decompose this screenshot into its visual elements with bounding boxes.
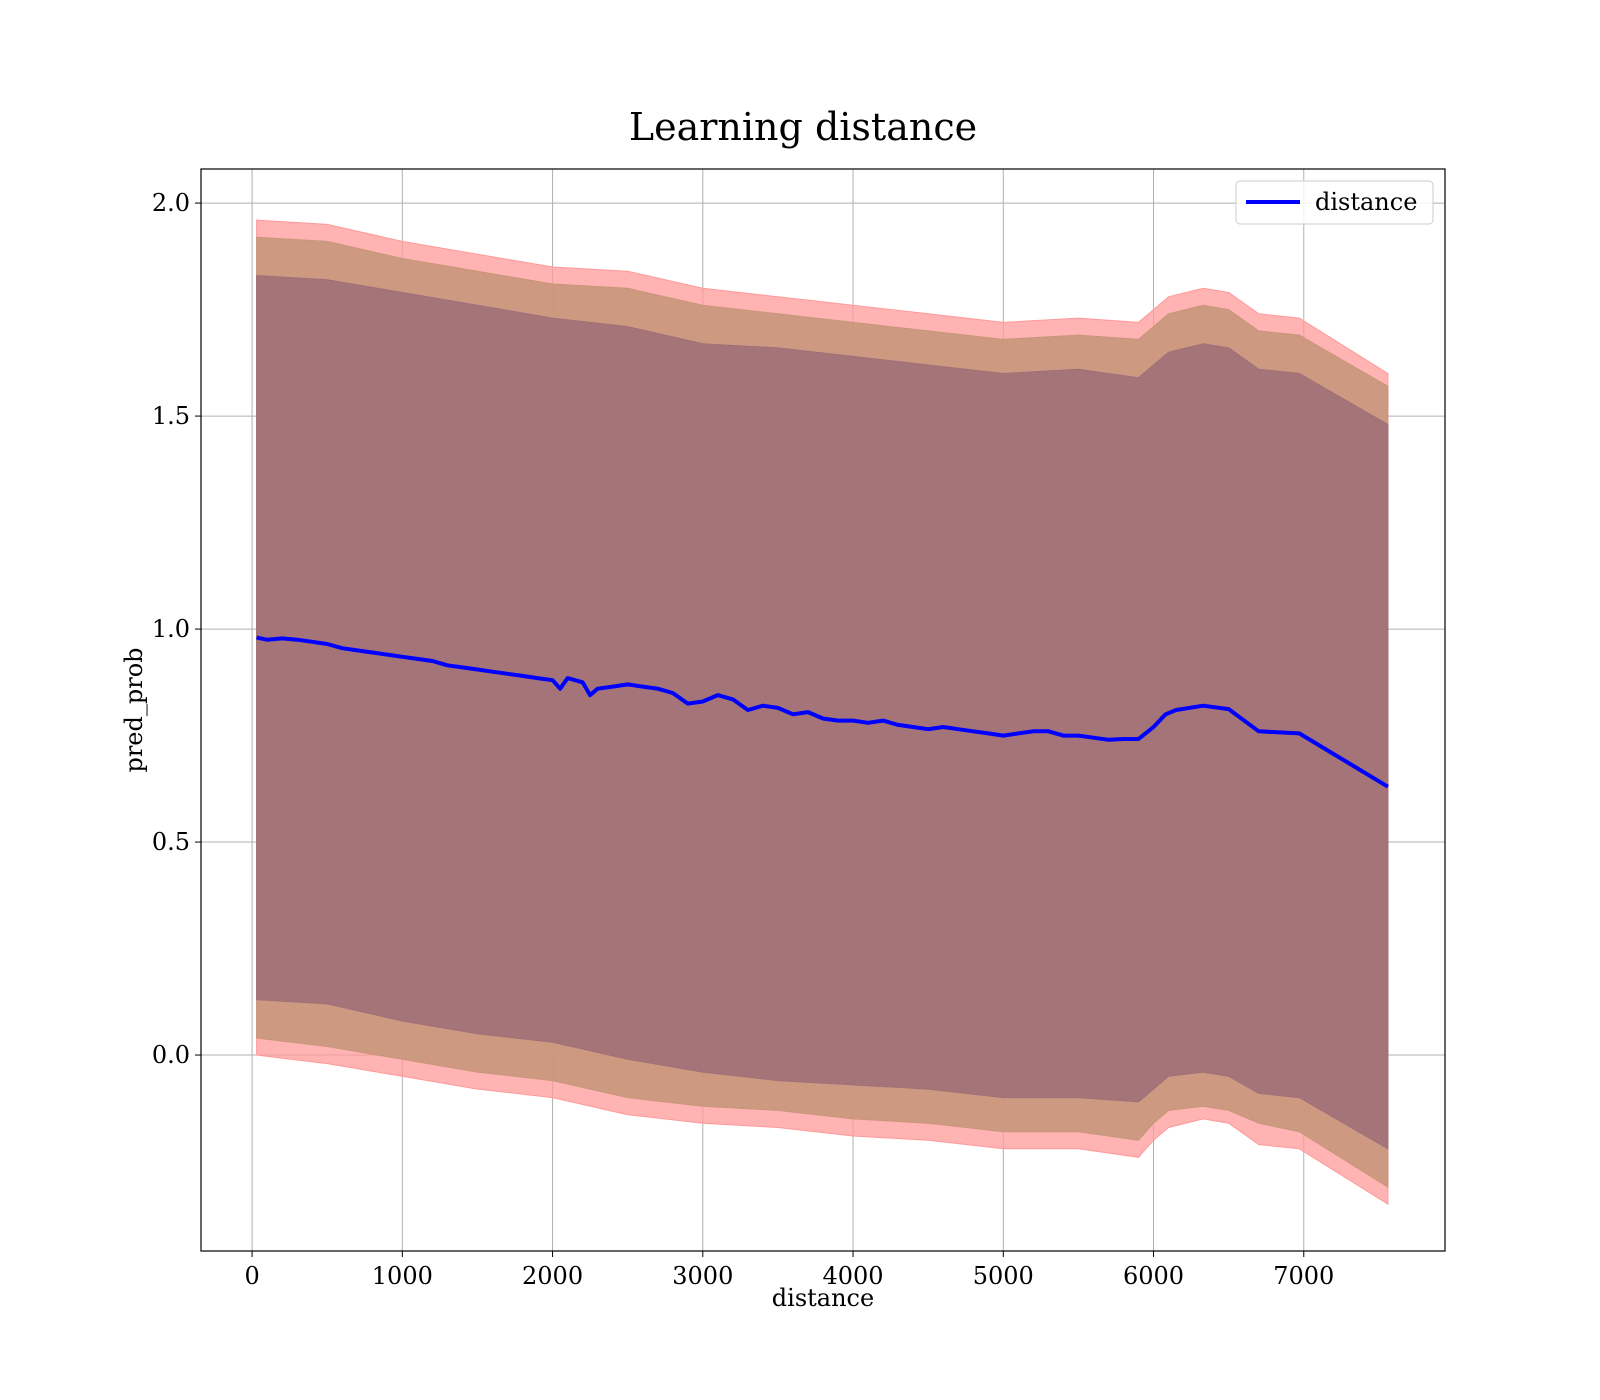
x-tick-label: 5000 <box>973 1262 1034 1290</box>
y-axis-ticks: 0.0 0.5 1.0 1.5 2.0 <box>152 189 201 1069</box>
confidence-bands <box>256 219 1389 1206</box>
y-axis-label: pred_prob <box>120 647 148 772</box>
series-line-distance <box>256 635 1389 789</box>
series-lines <box>256 635 1389 789</box>
x-tick-label: 7000 <box>1273 1262 1334 1290</box>
y-tick-label: 2.0 <box>152 189 190 217</box>
chart-title: Learning distance <box>629 105 977 149</box>
band-inner <box>256 274 1389 1150</box>
x-tick-label: 4000 <box>823 1262 884 1290</box>
legend-label: distance <box>1315 188 1417 216</box>
x-axis-ticks: 0 1000 2000 3000 4000 5000 6000 7000 <box>244 1251 1334 1290</box>
y-tick-label: 0.0 <box>152 1041 190 1069</box>
x-tick-label: 6000 <box>1123 1262 1184 1290</box>
legend-box <box>1235 180 1434 225</box>
legend: distance <box>1235 180 1434 225</box>
x-axis-label: distance <box>772 1284 874 1312</box>
y-tick-label: 1.5 <box>152 402 190 430</box>
x-tick-label: 0 <box>244 1262 259 1290</box>
y-tick-label: 1.0 <box>152 615 190 643</box>
x-tick-label: 2000 <box>522 1262 583 1290</box>
y-tick-label: 0.5 <box>152 828 190 856</box>
x-tick-label: 1000 <box>372 1262 433 1290</box>
x-tick-label: 3000 <box>672 1262 733 1290</box>
plot-frame <box>200 168 1446 1252</box>
